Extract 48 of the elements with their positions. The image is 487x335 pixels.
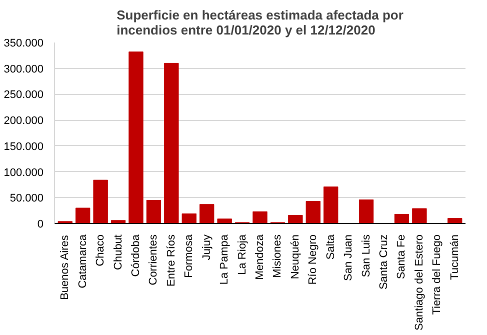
x-tick-label: Río Negro — [307, 234, 320, 285]
bar — [128, 52, 144, 224]
bar — [93, 180, 108, 224]
bar — [76, 208, 90, 224]
x-tick-label: Jujuy — [200, 234, 213, 260]
x-tick-label: Tierra del Fuego — [431, 234, 444, 315]
x-tick-label: Catamarca — [76, 234, 89, 288]
x-tick-label: Neuquén — [289, 234, 302, 280]
x-tick-label: La Rioja — [236, 234, 248, 275]
x-tick-label: Formosa — [183, 234, 196, 278]
bar — [217, 218, 232, 224]
x-tick-label: La Pampa — [218, 234, 231, 285]
bar — [394, 214, 410, 224]
bar — [288, 214, 303, 224]
y-tick-label: 300.000 — [4, 63, 44, 76]
bar — [182, 213, 196, 224]
y-tick-label: 150.000 — [4, 140, 44, 153]
bar — [412, 208, 427, 224]
y-tick-label: 0 — [37, 218, 44, 230]
y-tick-label: 350.000 — [4, 38, 44, 50]
x-tick-label: Santa Fe — [396, 234, 408, 280]
bar — [164, 62, 179, 224]
y-tick-label: 250.000 — [4, 89, 44, 102]
x-tick-label: Santiago del Estero — [413, 234, 426, 331]
x-tick-label: Mendoza — [254, 234, 266, 280]
chart-title: Superficie en hectáreas estimada afectada por incendios entre 01/01/2020 y el 12/12/2020 — [116, 8, 404, 38]
x-tick-label: San Luis — [360, 234, 372, 278]
x-tick-label: Tucumán — [448, 234, 461, 280]
x-tick-label: Misiones — [272, 234, 284, 278]
y-tick-label: 50.000 — [10, 192, 44, 205]
y-tick-label: 100.000 — [4, 166, 44, 179]
x-tick-label: Chubut — [112, 234, 124, 270]
x-tick-label: Córdoba — [130, 234, 142, 277]
y-tick-label: 200.000 — [4, 115, 44, 128]
bar — [146, 200, 162, 224]
bar — [358, 199, 374, 224]
x-tick-label: San Juan — [342, 234, 355, 281]
bar — [252, 211, 268, 224]
x-tick-label: Chaco — [94, 234, 107, 266]
bar — [200, 204, 214, 224]
x-tick-label: Corrientes — [148, 234, 160, 286]
bar — [324, 186, 338, 224]
x-tick-label: Santa Cruz — [378, 234, 390, 290]
x-tick-label: Buenos Aires — [59, 234, 72, 300]
bar — [306, 201, 320, 224]
x-tick-label: Entre Ríos — [165, 234, 178, 286]
bar — [448, 218, 462, 224]
x-tick-label: Salta — [324, 234, 337, 260]
